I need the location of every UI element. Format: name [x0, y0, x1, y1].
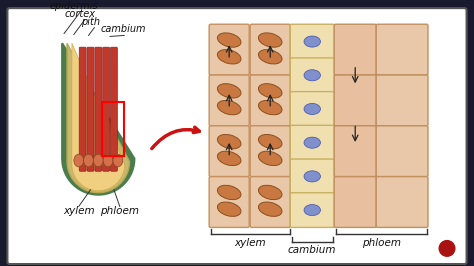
FancyBboxPatch shape	[290, 58, 334, 93]
Text: epidermis: epidermis	[49, 1, 98, 11]
FancyBboxPatch shape	[334, 24, 376, 75]
Ellipse shape	[258, 185, 282, 200]
FancyBboxPatch shape	[95, 47, 102, 171]
FancyBboxPatch shape	[290, 125, 334, 160]
FancyBboxPatch shape	[376, 177, 428, 227]
FancyBboxPatch shape	[376, 24, 428, 75]
Polygon shape	[67, 43, 129, 193]
Text: cortex: cortex	[64, 9, 95, 19]
Text: cambium: cambium	[100, 24, 146, 35]
Text: xylem: xylem	[234, 238, 266, 248]
FancyBboxPatch shape	[8, 8, 466, 264]
FancyBboxPatch shape	[79, 47, 86, 171]
Ellipse shape	[83, 154, 93, 167]
FancyBboxPatch shape	[376, 75, 428, 126]
Ellipse shape	[304, 171, 320, 182]
FancyBboxPatch shape	[334, 126, 376, 177]
Ellipse shape	[258, 151, 282, 165]
Ellipse shape	[258, 100, 282, 115]
Text: xylem: xylem	[63, 206, 94, 217]
FancyBboxPatch shape	[290, 92, 334, 126]
FancyBboxPatch shape	[290, 159, 334, 194]
FancyBboxPatch shape	[376, 126, 428, 177]
Text: phloem: phloem	[362, 238, 401, 248]
Circle shape	[439, 241, 455, 256]
FancyBboxPatch shape	[103, 47, 109, 171]
FancyBboxPatch shape	[334, 75, 376, 126]
FancyBboxPatch shape	[250, 177, 290, 227]
Ellipse shape	[304, 103, 320, 115]
Ellipse shape	[103, 154, 113, 167]
FancyBboxPatch shape	[290, 24, 334, 59]
Ellipse shape	[258, 134, 282, 149]
FancyBboxPatch shape	[209, 126, 249, 177]
Polygon shape	[62, 43, 135, 195]
Ellipse shape	[304, 70, 320, 81]
FancyBboxPatch shape	[209, 75, 249, 126]
FancyBboxPatch shape	[250, 126, 290, 177]
Ellipse shape	[218, 33, 241, 47]
Ellipse shape	[74, 154, 83, 167]
Ellipse shape	[258, 50, 282, 64]
Ellipse shape	[304, 205, 320, 216]
FancyBboxPatch shape	[110, 47, 118, 171]
Ellipse shape	[218, 100, 241, 115]
Ellipse shape	[304, 36, 320, 47]
FancyBboxPatch shape	[334, 177, 376, 227]
Ellipse shape	[218, 202, 241, 216]
Ellipse shape	[218, 151, 241, 165]
Text: phloem: phloem	[100, 206, 139, 217]
Ellipse shape	[258, 33, 282, 47]
Ellipse shape	[218, 185, 241, 200]
FancyBboxPatch shape	[290, 193, 334, 227]
Ellipse shape	[304, 137, 320, 148]
FancyBboxPatch shape	[250, 75, 290, 126]
Bar	[102, 102, 124, 156]
FancyBboxPatch shape	[209, 24, 249, 75]
Text: pith: pith	[81, 17, 100, 27]
FancyBboxPatch shape	[250, 24, 290, 75]
Ellipse shape	[113, 154, 123, 167]
FancyBboxPatch shape	[87, 47, 94, 171]
Ellipse shape	[218, 134, 241, 149]
FancyBboxPatch shape	[209, 177, 249, 227]
Ellipse shape	[93, 154, 103, 167]
Polygon shape	[72, 43, 125, 191]
Text: cambium: cambium	[288, 246, 337, 255]
Ellipse shape	[218, 84, 241, 98]
Ellipse shape	[258, 202, 282, 216]
Ellipse shape	[258, 84, 282, 98]
Ellipse shape	[218, 50, 241, 64]
